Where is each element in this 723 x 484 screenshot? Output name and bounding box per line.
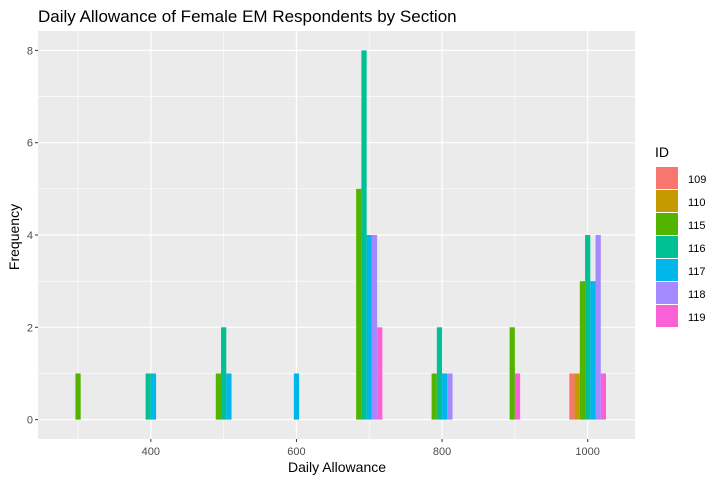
- bar-116-400: [145, 373, 151, 420]
- bars: [75, 50, 607, 420]
- legend-key-119: [656, 305, 678, 327]
- legend-label-110: 110: [688, 197, 706, 209]
- bar-115-300: [75, 373, 81, 420]
- x-axis: 400 600 800 1000: [142, 439, 600, 458]
- x-tick-label: 400: [142, 446, 160, 458]
- y-tick-label: 2: [27, 322, 33, 334]
- bar-115-900: [509, 327, 515, 420]
- bar-117-500: [226, 373, 232, 420]
- legend-title: ID: [655, 144, 669, 160]
- x-tick-label: 1000: [575, 446, 599, 458]
- legend: ID 109 110 115 116 117 118 119: [655, 144, 706, 327]
- bar-116-800: [436, 327, 443, 420]
- legend-label-109: 109: [688, 174, 706, 186]
- y-tick-label: 6: [27, 138, 33, 150]
- x-tick-label: 800: [433, 446, 451, 458]
- bar-118-1000: [595, 235, 601, 420]
- bar-119-1000: [600, 373, 607, 420]
- legend-label-119: 119: [688, 312, 706, 324]
- legend-label-116: 116: [688, 243, 706, 255]
- bar-118-700: [371, 235, 378, 420]
- x-axis-title: Daily Allowance: [288, 459, 386, 475]
- y-tick-label: 4: [27, 230, 33, 242]
- bar-117-400: [150, 373, 157, 420]
- bar-116-500: [221, 327, 227, 420]
- legend-label-118: 118: [688, 289, 706, 301]
- bar-115-1000: [579, 281, 586, 420]
- y-axis: 0 2 4 6 8: [27, 45, 38, 427]
- bar-117-700: [366, 235, 372, 420]
- legend-key-110: [656, 190, 678, 212]
- legend-key-117: [656, 259, 678, 281]
- bar-109-1000: [569, 373, 575, 420]
- x-tick-label: 600: [287, 446, 305, 458]
- bar-115-800: [431, 373, 437, 420]
- legend-label-117: 117: [688, 266, 706, 278]
- bar-117-800: [442, 373, 448, 420]
- bar-115-700: [356, 188, 362, 420]
- legend-key-115: [656, 213, 678, 235]
- bar-115-500: [215, 373, 222, 420]
- bar-116-700: [361, 50, 367, 420]
- bar-119-900: [514, 373, 521, 420]
- legend-key-118: [656, 282, 678, 304]
- bar-110-1000: [574, 373, 580, 420]
- bar-117-1000: [590, 281, 596, 420]
- bar-116-1000: [585, 235, 591, 420]
- y-axis-title: Frequency: [6, 204, 22, 270]
- legend-label-115: 115: [688, 220, 706, 232]
- bar-118-800: [447, 373, 453, 420]
- chart-title: Daily Allowance of Female EM Respondents…: [38, 7, 457, 26]
- bar-117-600: [293, 373, 300, 420]
- legend-key-116: [656, 236, 678, 258]
- bar-119-700: [377, 327, 383, 420]
- y-tick-label: 8: [27, 45, 33, 57]
- legend-key-109: [656, 167, 678, 189]
- y-tick-label: 0: [27, 415, 33, 427]
